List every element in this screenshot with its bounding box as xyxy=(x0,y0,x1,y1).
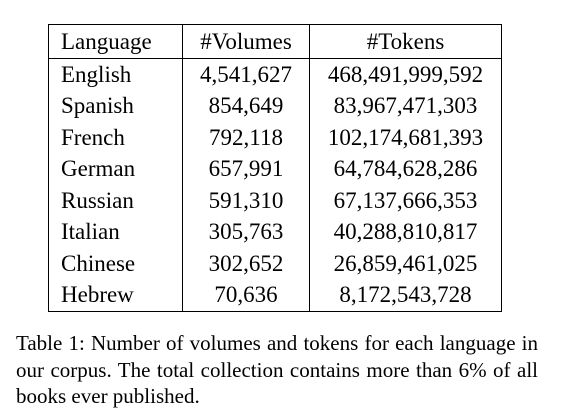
header-tokens: #Tokens xyxy=(309,24,502,58)
cell-volumes: 854,649 xyxy=(182,90,310,122)
table-row: French 792,118 102,174,681,393 xyxy=(48,121,502,153)
cell-tokens: 26,859,461,025 xyxy=(309,247,502,279)
cell-language: French xyxy=(48,121,183,153)
cell-language: German xyxy=(48,153,183,185)
cell-tokens: 468,491,999,592 xyxy=(309,58,502,90)
caption-text: Number of volumes and tokens for each la… xyxy=(16,331,539,408)
cell-tokens: 64,784,628,286 xyxy=(309,153,502,185)
cell-language: Russian xyxy=(48,184,183,216)
cell-volumes: 792,118 xyxy=(182,121,310,153)
cell-tokens: 40,288,810,817 xyxy=(309,216,502,248)
header-volumes: #Volumes xyxy=(182,24,310,58)
caption-label: Table 1: xyxy=(16,331,85,355)
cell-tokens: 83,967,471,303 xyxy=(309,90,502,122)
cell-language: Hebrew xyxy=(48,279,183,311)
table-row: Russian 591,310 67,137,666,353 xyxy=(48,184,502,216)
table-caption: Table 1: Number of volumes and tokens fo… xyxy=(16,330,538,410)
cell-language: Italian xyxy=(48,216,183,248)
table-row: Chinese 302,652 26,859,461,025 xyxy=(48,247,502,279)
cell-tokens: 67,137,666,353 xyxy=(309,184,502,216)
cell-tokens: 8,172,543,728 xyxy=(309,279,502,311)
table-row: Hebrew 70,636 8,172,543,728 xyxy=(48,279,502,311)
corpus-table: Language #Volumes #Tokens English 4,541,… xyxy=(48,24,502,312)
cell-language: Chinese xyxy=(48,247,183,279)
cell-volumes: 657,991 xyxy=(182,153,310,185)
cell-volumes: 4,541,627 xyxy=(182,58,310,90)
cell-language: English xyxy=(48,58,183,90)
cell-volumes: 305,763 xyxy=(182,216,310,248)
cell-language: Spanish xyxy=(48,90,183,122)
cell-tokens: 102,174,681,393 xyxy=(309,121,502,153)
cell-volumes: 302,652 xyxy=(182,247,310,279)
cell-volumes: 591,310 xyxy=(182,184,310,216)
table-row: Spanish 854,649 83,967,471,303 xyxy=(48,90,502,122)
table-row: German 657,991 64,784,628,286 xyxy=(48,153,502,185)
table-header-row: Language #Volumes #Tokens xyxy=(48,24,502,58)
cell-volumes: 70,636 xyxy=(182,279,310,311)
table-row: English 4,541,627 468,491,999,592 xyxy=(48,58,502,90)
header-language: Language xyxy=(48,24,183,58)
table-row: Italian 305,763 40,288,810,817 xyxy=(48,216,502,248)
